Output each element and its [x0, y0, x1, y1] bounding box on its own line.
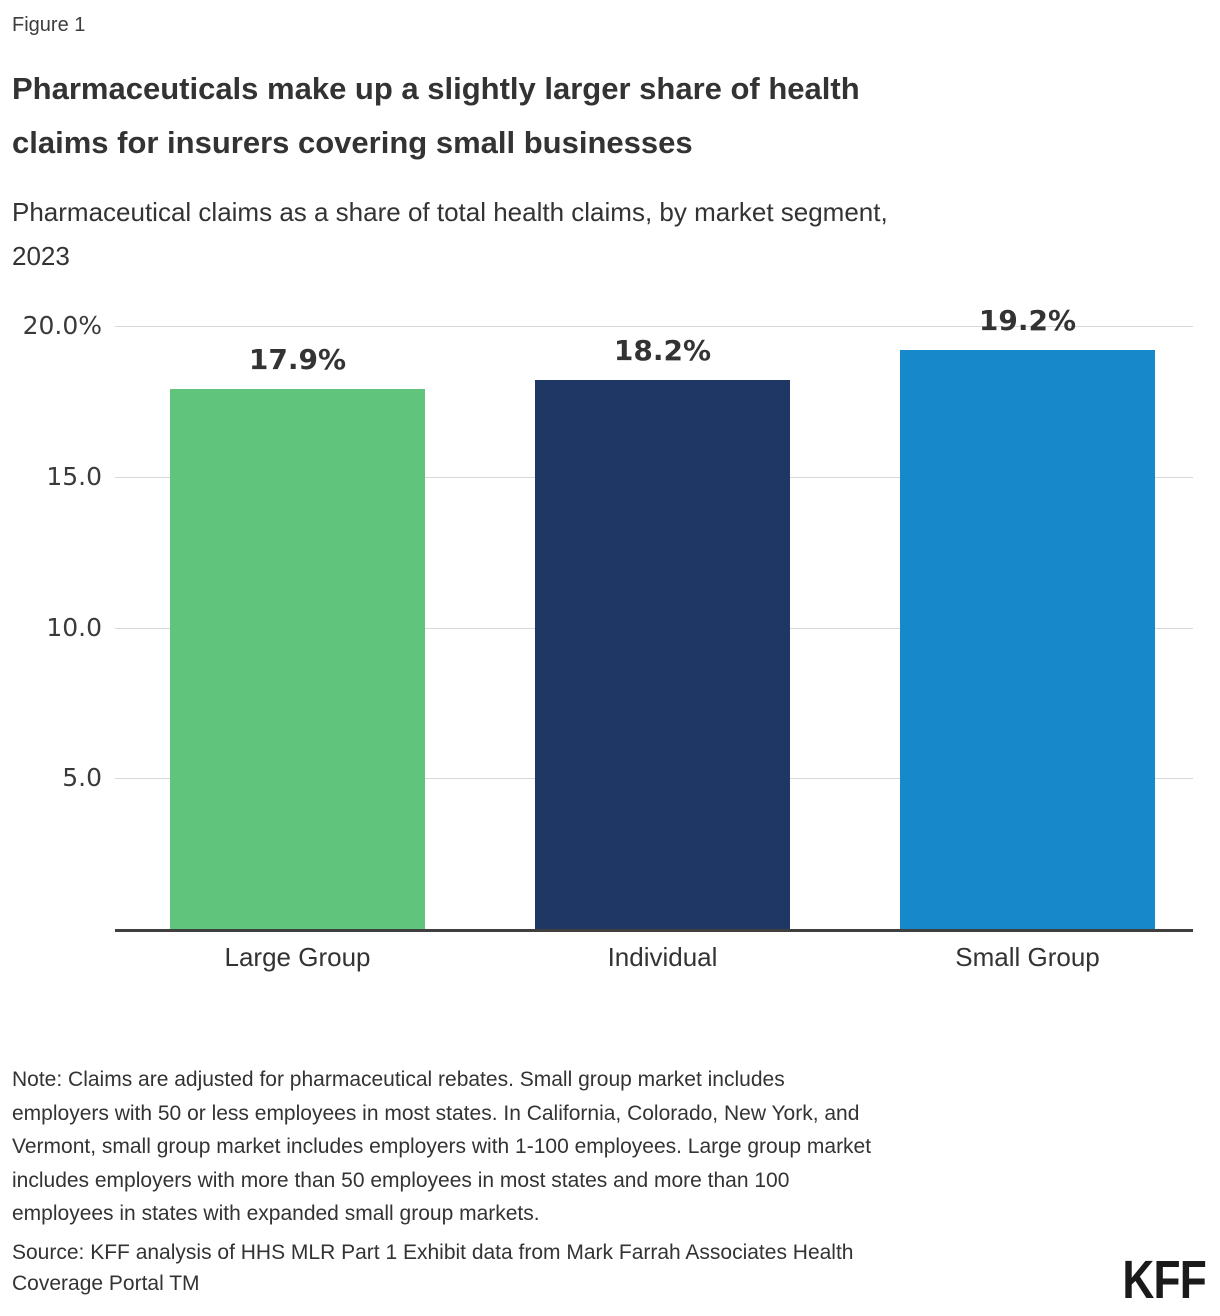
source-line-2: Coverage Portal TM — [12, 1272, 200, 1295]
chart-title-line-1: Pharmaceuticals make up a slightly large… — [12, 71, 860, 106]
y-tick-label: 15.0 — [46, 461, 102, 491]
x-axis-label-small-group: Small Group — [955, 942, 1100, 972]
x-axis-line — [115, 929, 1193, 932]
note-line-2: employers with 50 or less employees in m… — [12, 1101, 860, 1125]
y-tick-label: 20.0% — [22, 311, 102, 340]
y-tick-label: 5.0 — [62, 763, 102, 793]
bar-value-label-small-group: 19.2% — [978, 304, 1077, 338]
note-line-1: Note: Claims are adjusted for pharmaceut… — [12, 1068, 785, 1091]
chart-subtitle-line-1: Pharmaceutical claims as a share of tota… — [12, 197, 888, 227]
y-tick-label: 10.0 — [46, 612, 102, 642]
bar-value-label-individual: 18.2% — [613, 334, 712, 368]
chart-source: Source: KFF analysis of HHS MLR Part 1 E… — [12, 1237, 1072, 1299]
chart-title: Pharmaceuticals make up a slightly large… — [12, 62, 1192, 170]
source-line-1: Source: KFF analysis of HHS MLR Part 1 E… — [12, 1241, 854, 1264]
bar-value-label-large-group: 17.9% — [248, 343, 347, 377]
kff-logo: KFF — [1122, 1250, 1206, 1310]
figure-number-label: Figure 1 — [12, 14, 86, 36]
chart-subtitle: Pharmaceutical claims as a share of tota… — [12, 190, 1192, 278]
note-line-5: employees in states with expanded small … — [12, 1202, 540, 1225]
chart-title-line-2: claims for insurers covering small busin… — [12, 125, 693, 160]
note-line-4: includes employers with more than 50 emp… — [12, 1168, 790, 1192]
x-axis-label-large-group: Large Group — [224, 942, 371, 972]
note-line-3: Vermont, small group market includes emp… — [12, 1135, 872, 1158]
gridline — [115, 326, 1193, 327]
chart-subtitle-line-2: 2023 — [12, 241, 70, 271]
x-axis-label-individual: Individual — [607, 942, 718, 972]
bar-individual — [535, 380, 790, 929]
bar-small-group — [900, 350, 1155, 929]
chart-note: Note: Claims are adjusted for pharmaceut… — [12, 1063, 1202, 1231]
bar-large-group — [170, 389, 425, 929]
